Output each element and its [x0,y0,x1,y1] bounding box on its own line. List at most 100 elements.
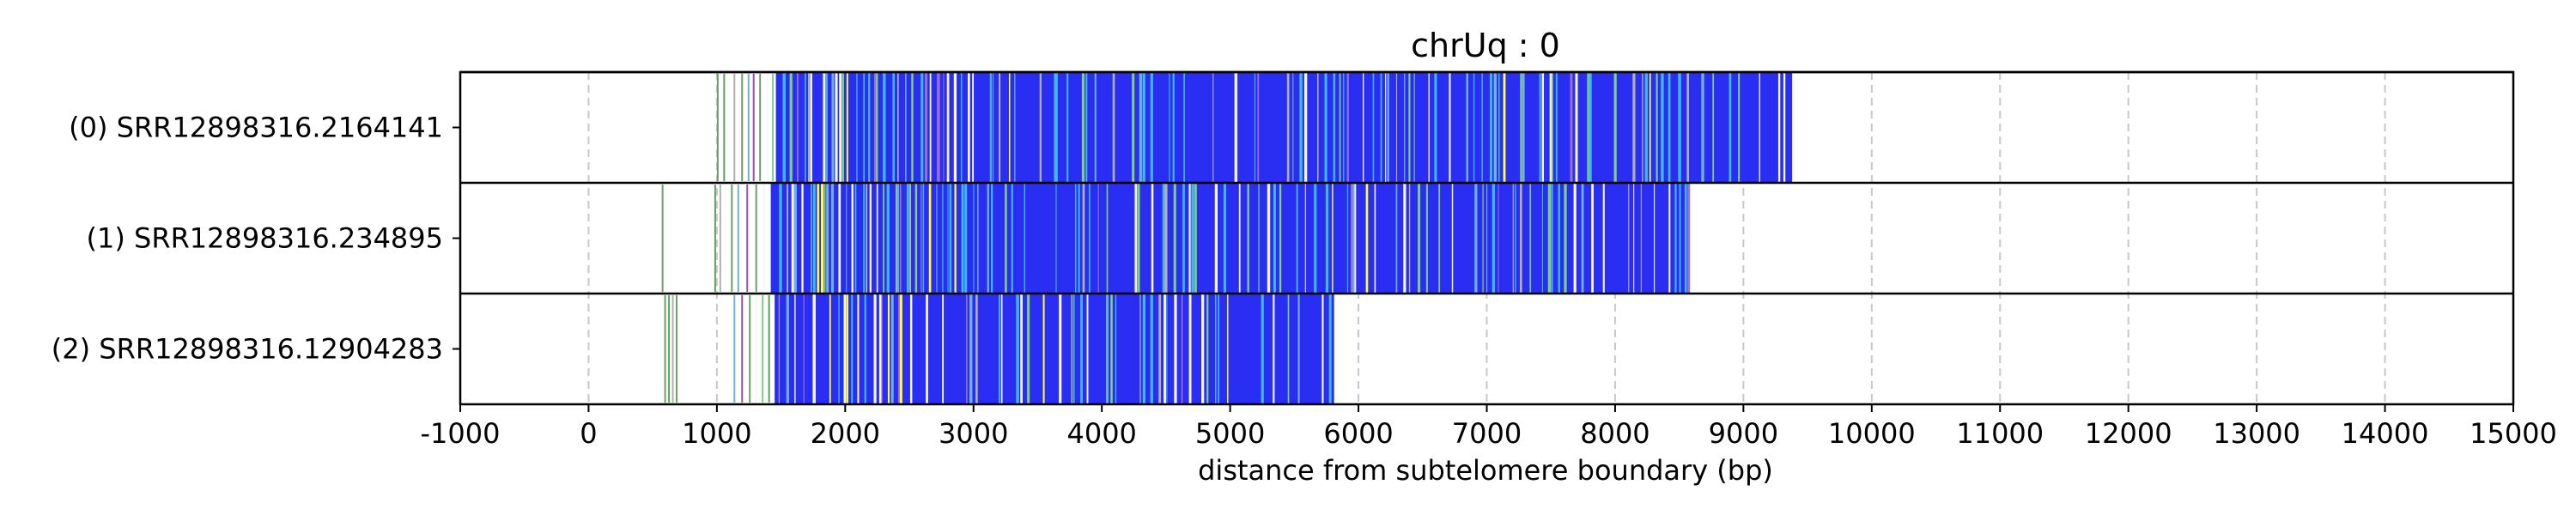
feature-stripe [1558,184,1560,293]
x-tick-label: 14000 [2342,417,2429,450]
feature-stripe [1082,184,1085,293]
feature-stripe [914,184,918,293]
feature-stripe [1014,73,1016,182]
feature-stripe [1633,184,1635,293]
feature-stripe [1522,73,1525,182]
feature-stripe [1529,184,1532,293]
feature-stripe [1481,73,1483,182]
feature-stripe [1273,294,1275,403]
feature-stripe [811,73,812,182]
feature-stripe [1000,294,1003,403]
feature-stripe [1139,294,1141,403]
feature-stripe [1008,73,1011,182]
feature-stripe [823,73,826,182]
feature-stripe [922,184,925,293]
feature-stripe [1287,294,1290,403]
feature-stripe [1115,294,1117,403]
feature-stripe [1413,73,1415,182]
feature-stripe [897,184,899,293]
feature-stripe [920,184,922,293]
feature-stripe [1097,184,1099,293]
feature-stripe [856,73,858,182]
feature-stripe [928,184,932,293]
feature-stripe [1644,73,1648,182]
feature-stripe [1299,73,1303,182]
feature-stripe [1134,184,1137,293]
feature-stripe [1759,73,1760,182]
feature-stripe [1654,184,1656,293]
feature-stripe [1661,73,1664,182]
feature-stripe [966,294,968,403]
feature-stripe [1352,184,1355,293]
feature-stripe [778,294,780,403]
feature-tick [676,295,678,403]
feature-stripe [920,73,924,182]
feature-stripe [943,73,945,182]
feature-stripe [863,73,866,182]
feature-stripe [1279,184,1282,293]
feature-stripe [1628,184,1630,293]
feature-stripe [1151,184,1154,293]
feature-stripe [1581,184,1584,293]
feature-stripe [1166,294,1168,403]
feature-stripe [1258,184,1260,293]
feature-stripe [937,73,940,182]
feature-stripe [1674,184,1677,293]
x-tick-label: 0 [580,417,597,450]
feature-stripe [1343,73,1345,182]
feature-stripe [1591,184,1594,293]
feature-stripe [1169,73,1170,182]
feature-stripe [973,184,975,293]
feature-stripe [1395,184,1398,293]
feature-tick [719,185,721,292]
feature-stripe [1303,73,1308,182]
feature-stripe [1321,294,1324,403]
feature-stripe [1039,73,1042,182]
x-tick-label: 13000 [2213,417,2300,450]
feature-stripe [1587,73,1589,182]
read-block [775,294,1334,403]
feature-tick [661,185,664,292]
feature-stripe [1158,294,1162,403]
feature-stripe [1173,184,1176,293]
feature-stripe [1112,73,1115,182]
feature-stripe [1541,73,1545,182]
feature-stripe [838,294,840,403]
feature-stripe [892,73,896,182]
feature-tick [746,185,749,292]
feature-stripe [883,73,886,182]
feature-stripe [1346,73,1349,182]
chart-title: chrUq : 0 [1411,27,1560,64]
feature-stripe [1551,184,1553,293]
feature-stripe [817,184,820,293]
feature-stripe [1498,73,1500,182]
feature-stripe [1078,184,1080,293]
x-tick-label: -1000 [421,417,501,450]
feature-stripe [1174,294,1177,403]
feature-stripe [868,73,871,182]
feature-stripe [794,294,796,403]
feature-tick [772,74,775,181]
tick-layer: -1000 0 1000 2000 3000 4000 5000 6000 7000 8000 90… [421,126,2557,450]
feature-stripe [1066,73,1069,182]
feature-stripe [1408,73,1411,182]
feature-stripe [911,73,914,182]
feature-tick [668,295,671,403]
feature-stripe [786,294,789,403]
feature-stripe [1132,73,1135,182]
feature-stripe [999,294,1000,403]
feature-stripe [1215,294,1217,403]
feature-tick [723,74,726,181]
feature-stripe [1395,73,1398,182]
feature-stripe [1493,73,1498,182]
feature-stripe [1286,73,1290,182]
feature-stripe [964,184,968,293]
feature-stripe [1055,73,1058,182]
feature-stripe [977,184,979,293]
feature-stripe [825,73,828,182]
feature-stripe [1372,73,1375,182]
feature-stripe [1354,184,1357,293]
x-tick-label: 6000 [1323,417,1393,450]
feature-tick [759,74,762,181]
feature-stripe [876,73,878,182]
